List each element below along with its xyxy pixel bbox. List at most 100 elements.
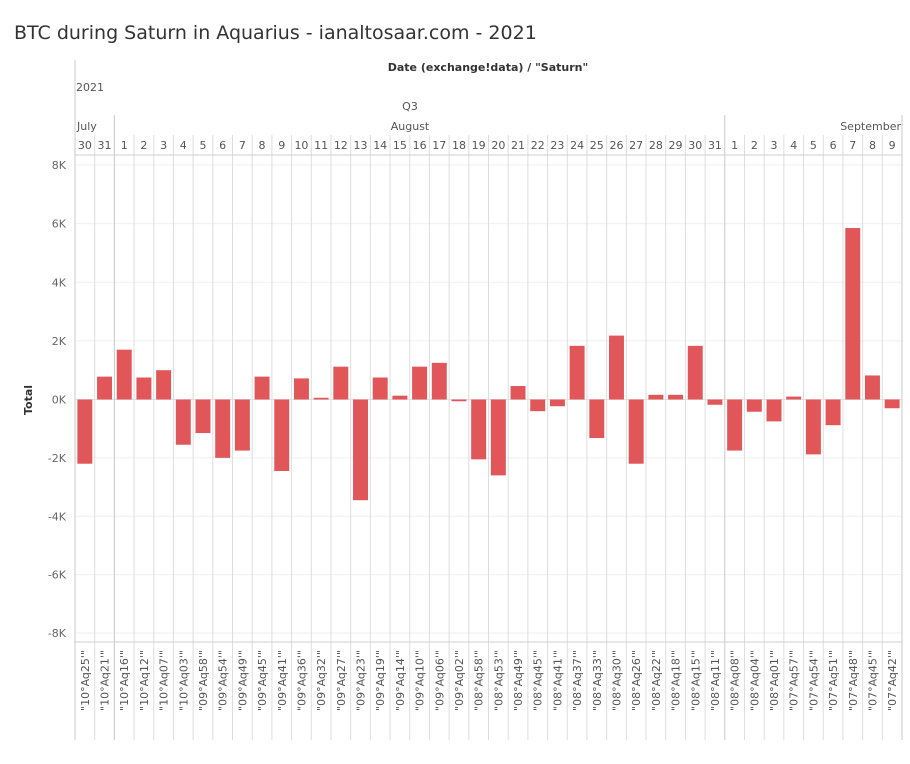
bar[interactable] (254, 376, 270, 400)
day-label: 31 (708, 139, 722, 152)
category-label: "10°Aq16'" (118, 650, 131, 711)
y-tick-label: 6K (52, 218, 67, 231)
bar[interactable] (234, 399, 250, 451)
day-label: 17 (432, 139, 446, 152)
bar[interactable] (786, 396, 802, 400)
category-label: "08°Aq58'" (473, 650, 486, 711)
day-label: 7 (239, 139, 246, 152)
day-label: 14 (373, 139, 387, 152)
category-label: "09°Aq23'" (355, 650, 368, 711)
category-label: "09°Aq58'" (197, 650, 210, 711)
day-label: 31 (98, 139, 112, 152)
bar[interactable] (156, 370, 172, 400)
bar[interactable] (609, 335, 624, 400)
day-label: 13 (354, 139, 368, 152)
bar[interactable] (884, 399, 900, 409)
bar[interactable] (274, 399, 290, 472)
bar[interactable] (451, 399, 467, 402)
bar[interactable] (372, 377, 388, 400)
category-label: "07°Aq48'" (847, 650, 860, 711)
month-label: July (76, 120, 97, 133)
category-label: "09°Aq36'" (295, 650, 308, 711)
category-label: "07°Aq45'" (866, 650, 879, 711)
day-label: 2 (140, 139, 147, 152)
day-label: 16 (413, 139, 427, 152)
bar[interactable] (569, 345, 585, 400)
category-label: "08°Aq11'" (709, 650, 722, 711)
day-label: 11 (314, 139, 328, 152)
y-tick-label: -8K (48, 627, 67, 640)
bar[interactable] (293, 378, 309, 400)
quarter-header: Q3 (402, 100, 418, 113)
bar[interactable] (431, 362, 447, 400)
day-label: 8 (869, 139, 876, 152)
day-label: 21 (511, 139, 525, 152)
bar[interactable] (805, 399, 821, 455)
bar[interactable] (648, 394, 664, 400)
bar[interactable] (668, 394, 684, 400)
bar[interactable] (215, 399, 231, 458)
category-label: "09°Aq32'" (315, 650, 328, 711)
chart-title: BTC during Saturn in Aquarius - ianaltos… (14, 22, 537, 44)
bar[interactable] (530, 399, 546, 412)
bar[interactable] (77, 399, 93, 464)
day-label: 5 (810, 139, 817, 152)
bar[interactable] (195, 399, 211, 434)
bar[interactable] (727, 399, 743, 451)
category-label: "08°Aq15'" (689, 650, 702, 711)
day-label: 28 (649, 139, 663, 152)
category-label: "07°Aq51'" (827, 650, 840, 711)
bar[interactable] (825, 399, 841, 426)
day-label: 23 (550, 139, 564, 152)
bar[interactable] (766, 399, 782, 422)
bar[interactable] (864, 375, 880, 400)
category-label: "10°Aq25'" (79, 650, 92, 711)
day-label: 9 (278, 139, 285, 152)
bar[interactable] (490, 399, 506, 476)
day-label: 1 (731, 139, 738, 152)
bar[interactable] (136, 377, 152, 400)
bar[interactable] (412, 366, 428, 400)
day-label: 24 (570, 139, 584, 152)
y-axis-label: Total (22, 385, 35, 415)
category-label: "08°Aq37'" (571, 650, 584, 711)
category-label: "09°Aq45'" (256, 650, 269, 711)
category-label: "08°Aq01'" (768, 650, 781, 711)
category-label: "08°Aq53'" (492, 650, 505, 711)
bar[interactable] (392, 395, 408, 400)
category-label: "10°Aq07'" (158, 650, 171, 711)
bar[interactable] (589, 399, 605, 439)
day-label: 3 (160, 139, 167, 152)
category-label: "09°Aq41'" (276, 650, 289, 711)
bar[interactable] (687, 345, 703, 400)
bar[interactable] (510, 386, 526, 400)
category-label: "08°Aq08'" (729, 650, 742, 711)
bar[interactable] (313, 397, 329, 400)
day-label: 6 (830, 139, 837, 152)
bar[interactable] (353, 399, 368, 501)
bar[interactable] (707, 399, 723, 405)
day-label: 30 (78, 139, 92, 152)
bar[interactable] (746, 399, 762, 412)
bar[interactable] (175, 399, 191, 445)
day-label: 6 (219, 139, 226, 152)
category-label: "07°Aq42'" (886, 650, 899, 711)
y-tick-label: 0K (52, 394, 67, 407)
bar[interactable] (845, 228, 861, 400)
category-label: "08°Aq04'" (748, 650, 761, 711)
bar[interactable] (549, 399, 565, 407)
bar[interactable] (333, 366, 349, 400)
bar[interactable] (116, 349, 132, 400)
bar[interactable] (97, 376, 113, 400)
bar[interactable] (471, 399, 487, 460)
category-label: "08°Aq18'" (670, 650, 683, 711)
day-label: 27 (629, 139, 643, 152)
bar[interactable] (628, 399, 644, 464)
y-tick-label: 4K (52, 276, 67, 289)
month-label: September (840, 120, 901, 133)
day-label: 4 (790, 139, 797, 152)
category-label: "10°Aq03'" (177, 650, 190, 711)
category-label: "10°Aq21'" (99, 650, 112, 711)
category-label: "09°Aq10'" (414, 650, 427, 711)
